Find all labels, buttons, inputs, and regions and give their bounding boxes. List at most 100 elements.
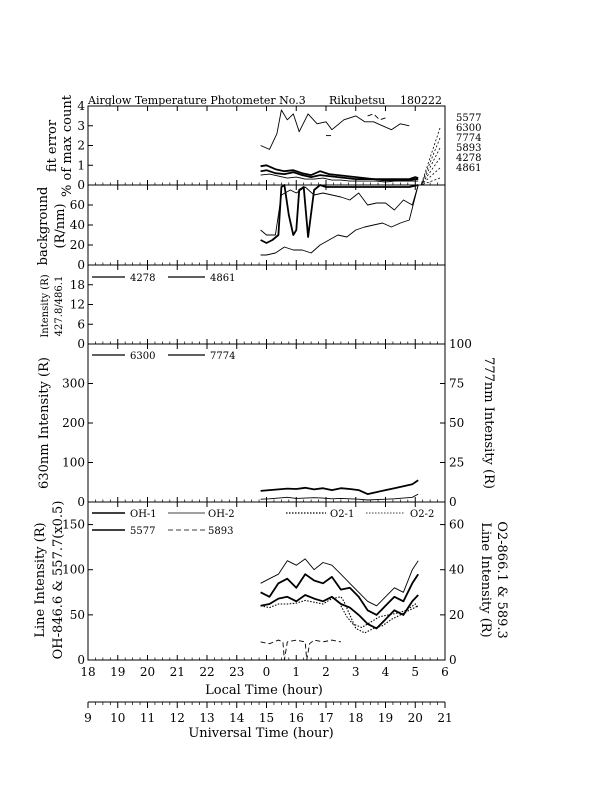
local-tick-label: 5 (411, 665, 419, 679)
series-lines-O2-1 (260, 596, 419, 634)
fit-legend-label-4278: 4278 (456, 153, 481, 164)
fit-legend-line-4861 (420, 177, 441, 186)
ut-tick-label: 19 (378, 711, 393, 725)
fit-legend-label-5893: 5893 (456, 143, 481, 154)
series-fit_error-6300 (260, 164, 419, 181)
legend-label-o22: O2-2 (410, 509, 434, 520)
ut-tick-label: 9 (84, 711, 92, 725)
universal-time-label: Universal Time (hour) (188, 726, 333, 741)
ytick-label-lines: 150 (62, 518, 85, 532)
ytick-label-intensity_blue: 0 (77, 337, 85, 351)
lines-ylabel-left-1: Line Intensity (R) (33, 522, 48, 637)
ytick-label-fit_error: 0 (77, 178, 85, 192)
ytick-label-oi: 100 (62, 456, 85, 470)
fit-legend-line-5893 (420, 157, 441, 186)
lines-ylabel-right-1: Line Intensity (R) (478, 522, 493, 637)
ytick-label-fit_error: 4 (77, 99, 85, 113)
legend-label-5577: 5577 (130, 526, 155, 537)
ut-tick-label: 10 (110, 711, 125, 725)
ytick-right-label-oi: 100 (449, 337, 472, 351)
fit-legend-line-4278 (420, 167, 441, 186)
background-ylabel-1: background (36, 187, 51, 266)
ytick-label-oi: 200 (62, 416, 85, 430)
ytick-right-label-lines: 0 (449, 653, 457, 667)
chart-date: 180222 (400, 94, 442, 107)
local-tick-label: 1 (292, 665, 300, 679)
local-tick-label: 22 (199, 665, 214, 679)
series-fit_error-7774 (260, 169, 419, 182)
intensity-legend: 4278 4861 (92, 273, 235, 284)
ytick-label-lines: 50 (70, 608, 85, 622)
local-tick-label: 20 (140, 665, 155, 679)
fit-error-legend: 5577 6300 7774 5893 4278 4861 (420, 113, 481, 186)
local-time-label: Local Time (hour) (205, 683, 323, 698)
lines-legend: OH-1 OH-2 O2-1 O2-2 5577 5893 (92, 509, 434, 537)
ytick-right-label-oi: 75 (449, 377, 464, 391)
legend-label-4861: 4861 (210, 273, 235, 284)
fit-error-ylabel-1: fit error (45, 119, 60, 172)
series-lines-O2-2 (340, 603, 419, 629)
ytick-label-background: 40 (70, 218, 85, 232)
series-background-background-thick (260, 184, 419, 244)
chart-station: Rikubetsu (329, 94, 385, 107)
oi-ylabel-left: 630nm Intensity (R) (37, 357, 52, 489)
legend-label-o21: O2-1 (330, 509, 354, 520)
ytick-label-lines: 100 (62, 563, 85, 577)
ut-tick-label: 12 (170, 711, 185, 725)
ytick-right-label-lines: 60 (449, 518, 464, 532)
frame-fit_error (87, 105, 446, 186)
ytick-right-label-oi: 25 (449, 456, 464, 470)
intensity-ylabel-1: Intensity (R) (40, 274, 51, 337)
background-ylabel-2: (R/nm) (53, 203, 68, 248)
series-oi-7774 (260, 493, 419, 501)
legend-label-6300: 6300 (130, 351, 155, 362)
series-oi-6300 (260, 479, 419, 496)
ut-tick-label: 16 (289, 711, 304, 725)
series-fit_error-5577 (260, 109, 410, 150)
local-tick-label: 19 (110, 665, 125, 679)
axis-ticks: 18 19 20 21 22 23 0 1 2 3 4 5 69 10 11 12 13 14 15 16 17 18 19… (62, 99, 472, 725)
lines-ylabel-left-2: OH-846.6 & 557.7(x0.5) (51, 501, 66, 660)
ytick-label-background: 20 (70, 238, 85, 252)
ytick-label-intensity_blue: 12 (70, 298, 85, 312)
local-tick-label: 3 (352, 665, 360, 679)
fit-legend-label-6300: 6300 (456, 123, 481, 134)
local-tick-label: 0 (263, 665, 271, 679)
local-tick-label: 4 (382, 665, 390, 679)
chart-title: Airglow Temperature Photometer No.3 (87, 94, 306, 107)
fit-legend-line-7774 (420, 147, 441, 186)
local-tick-label: 6 (441, 665, 449, 679)
legend-label-oh1: OH-1 (130, 509, 157, 520)
ytick-label-oi: 300 (62, 377, 85, 391)
frame-background (87, 184, 446, 266)
series-fit_error-4861 (367, 113, 386, 121)
ut-tick-label: 20 (408, 711, 423, 725)
fit-legend-label-5577: 5577 (456, 113, 481, 124)
series-fit_error-5893 (260, 173, 419, 183)
legend-label-5893: 5893 (208, 526, 233, 537)
ytick-right-label-oi: 50 (449, 416, 464, 430)
ut-tick-label: 15 (259, 711, 274, 725)
fit-legend-line-6300 (420, 137, 441, 186)
fit-error-ylabel-2: % of max count (60, 94, 75, 197)
data-series (260, 109, 419, 661)
ytick-label-oi: 0 (77, 495, 85, 509)
local-tick-label: 21 (170, 665, 185, 679)
series-background-background-lower (260, 184, 419, 256)
ut-tick-label: 11 (140, 711, 155, 725)
series-lines-OH-1 (260, 573, 419, 616)
legend-label-oh2: OH-2 (208, 509, 235, 520)
series-background-background-upper (260, 184, 419, 236)
frame-oi (87, 343, 446, 503)
ut-tick-label: 18 (348, 711, 363, 725)
oi-legend: 6300 7774 (92, 351, 235, 362)
series-lines-5577 (260, 594, 419, 630)
ut-tick-label: 21 (437, 711, 452, 725)
lines-ylabel-right-2: O2-866.1 & 589.3 (494, 521, 509, 639)
series-lines-5893 (260, 639, 341, 661)
ytick-label-background: 60 (70, 198, 85, 212)
ytick-right-label-lines: 40 (449, 563, 464, 577)
legend-label-4278: 4278 (130, 273, 155, 284)
fit-legend-label-4861: 4861 (456, 163, 481, 174)
ytick-label-fit_error: 1 (77, 158, 85, 172)
